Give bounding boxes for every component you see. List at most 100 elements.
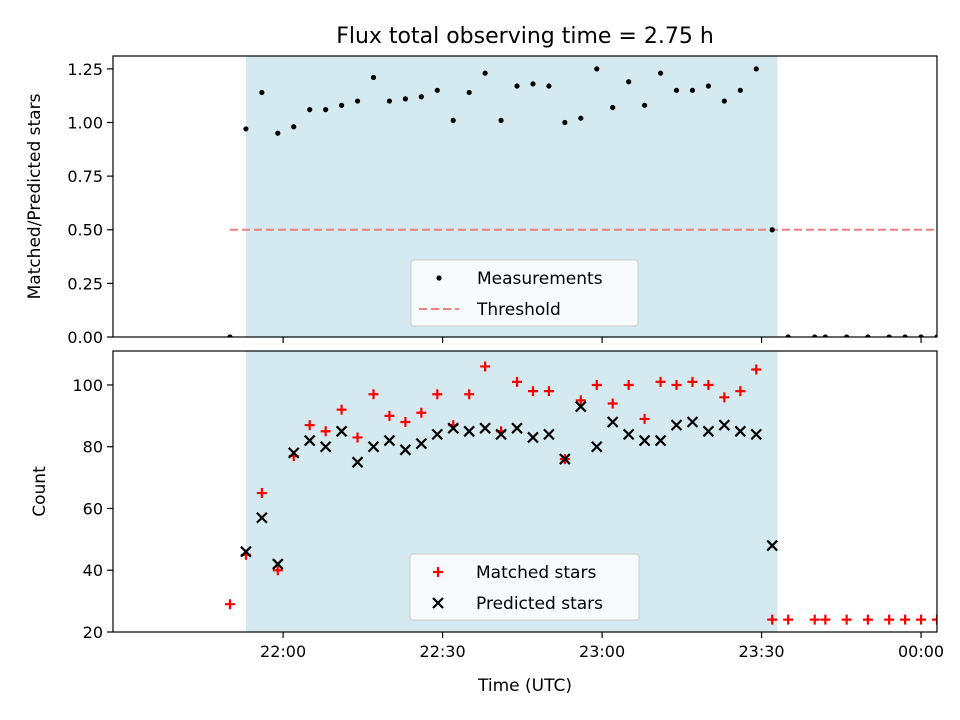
- data-point: [689, 87, 696, 93]
- data-point: [590, 440, 603, 453]
- data-point: [338, 102, 345, 108]
- legend-label: Measurements: [477, 269, 603, 289]
- legend-box: [409, 553, 640, 621]
- data-point: [527, 431, 539, 444]
- data-point: [721, 98, 727, 104]
- data-point: [623, 379, 634, 390]
- data-point-shape: [623, 379, 634, 390]
- data-point-shape: [622, 428, 635, 441]
- data-point: [482, 70, 488, 76]
- data-point-shape: [654, 434, 667, 447]
- x-axis-label: Time (UTC): [477, 676, 572, 696]
- data-point-shape: [384, 410, 395, 421]
- data-point: [431, 428, 444, 441]
- data-point: [900, 614, 911, 625]
- data-point: [384, 410, 395, 421]
- data-point-shape: [450, 117, 456, 123]
- data-point: [750, 428, 763, 441]
- data-point-shape: [721, 98, 727, 104]
- data-point-shape: [466, 89, 472, 96]
- data-point-shape: [918, 334, 924, 337]
- data-point-shape: [841, 614, 852, 625]
- data-point: [368, 389, 379, 400]
- data-point: [495, 428, 507, 441]
- y-tick-label: 0.25: [67, 274, 103, 293]
- data-point-shape: [785, 334, 791, 337]
- data-point: [320, 426, 331, 437]
- data-point: [432, 389, 443, 400]
- data-point: [450, 117, 456, 123]
- series-predicted-stars: [240, 400, 778, 570]
- data-point-shape: [368, 389, 379, 400]
- x-tick-label: 22:00: [260, 642, 306, 661]
- data-point: [844, 334, 850, 337]
- data-point: [734, 425, 747, 438]
- data-point-shape: [606, 416, 619, 428]
- data-point-shape: [256, 511, 268, 524]
- data-point: [479, 422, 491, 434]
- data-point-shape: [463, 425, 475, 438]
- data-point-shape: [351, 456, 364, 468]
- data-point: [256, 511, 268, 524]
- x-tick-label: 23:30: [739, 642, 785, 661]
- legend-marker-shape: [436, 275, 442, 281]
- data-point-shape: [607, 398, 618, 409]
- legend: Measurements Threshold: [410, 259, 639, 327]
- data-point: [932, 614, 937, 625]
- data-point-shape: [718, 419, 731, 431]
- data-point: [934, 334, 937, 337]
- data-point-shape: [934, 334, 937, 337]
- data-point: [638, 434, 651, 447]
- data-point-shape: [431, 428, 444, 441]
- data-point: [737, 87, 743, 93]
- data-point: [673, 87, 680, 93]
- data-point: [575, 395, 586, 406]
- data-point-shape: [932, 614, 937, 625]
- data-point-shape: [416, 407, 427, 418]
- data-point: [642, 102, 648, 108]
- plot-area: [224, 361, 937, 625]
- data-point-shape: [766, 539, 778, 552]
- data-point-shape: [639, 413, 650, 424]
- data-point: [259, 89, 265, 96]
- data-point: [702, 425, 715, 438]
- data-point: [654, 434, 667, 447]
- data-point-shape: [383, 434, 396, 447]
- data-point-shape: [272, 565, 283, 576]
- data-point-shape: [224, 599, 235, 610]
- data-point-shape: [686, 416, 699, 428]
- data-point: [224, 599, 235, 610]
- data-point-shape: [687, 376, 698, 387]
- data-point-shape: [702, 425, 715, 438]
- axes-frame: [112, 350, 938, 633]
- y-tick-label: 100: [72, 376, 103, 395]
- data-point: [886, 334, 892, 337]
- data-point: [809, 614, 820, 625]
- data-point: [884, 614, 895, 625]
- data-point-shape: [575, 395, 586, 406]
- data-point-shape: [673, 87, 680, 93]
- data-point-shape: [591, 379, 602, 390]
- data-point: [272, 558, 284, 570]
- data-point: [718, 419, 731, 431]
- data-point-shape: [638, 434, 651, 447]
- data-point-shape: [527, 431, 539, 444]
- data-point-shape: [642, 102, 648, 108]
- data-point: [400, 417, 411, 428]
- data-point: [275, 130, 281, 136]
- data-point-shape: [812, 334, 818, 337]
- data-point: [511, 422, 523, 434]
- y-tick-label: 0.00: [67, 328, 103, 347]
- data-point-shape: [610, 104, 616, 111]
- data-point-shape: [562, 119, 568, 126]
- data-point: [227, 334, 233, 337]
- data-point: [416, 407, 427, 418]
- data-point: [530, 81, 536, 87]
- data-point-shape: [751, 364, 762, 375]
- legend-marker-shape: [432, 597, 444, 609]
- data-point: [610, 104, 616, 111]
- data-point: [319, 440, 332, 453]
- data-point-shape: [884, 614, 895, 625]
- data-point-shape: [498, 117, 504, 123]
- data-point: [670, 419, 683, 431]
